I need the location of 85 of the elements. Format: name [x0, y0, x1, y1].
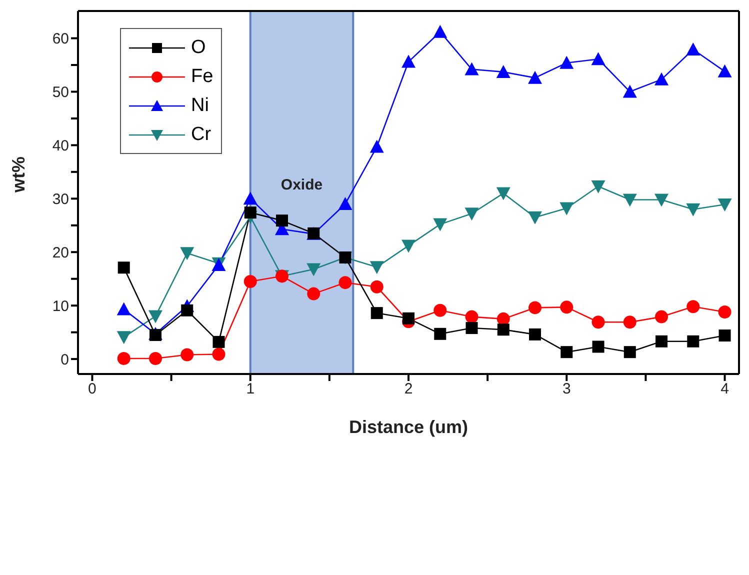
x-tick-label: 1: [246, 380, 255, 398]
point: [402, 240, 416, 253]
point: [560, 202, 574, 216]
point: [181, 304, 194, 316]
y-axis-title: wt%: [8, 156, 28, 194]
y-tick-label: 40: [52, 138, 69, 155]
point: [307, 287, 320, 300]
point: [655, 310, 668, 324]
y-tick-label: 0: [60, 351, 69, 368]
point: [338, 196, 352, 210]
x-tick-label: 4: [720, 380, 729, 398]
point: [624, 346, 636, 358]
point: [464, 62, 479, 76]
point: [718, 198, 732, 212]
point: [718, 330, 731, 342]
legend-label: Ni: [191, 94, 209, 116]
point: [434, 328, 446, 340]
point: [212, 336, 225, 348]
point: [497, 324, 510, 336]
point: [402, 54, 416, 68]
point: [560, 346, 573, 358]
x-tick-label: 0: [88, 380, 96, 398]
y-tick-label: 60: [52, 30, 69, 48]
point: [433, 24, 448, 38]
point: [465, 310, 478, 324]
point: [656, 335, 668, 348]
point: [654, 194, 669, 207]
point: [116, 331, 131, 344]
y-tick-label: 20: [52, 244, 69, 262]
point: [306, 263, 321, 276]
point: [528, 301, 542, 314]
point: [654, 72, 669, 86]
band-label: Oxide: [280, 176, 323, 194]
y-tick-label: 30: [52, 190, 69, 208]
point: [687, 335, 700, 348]
point: [370, 140, 384, 153]
point: [622, 194, 637, 207]
point: [118, 262, 130, 274]
point: [718, 64, 732, 78]
point: [464, 208, 479, 221]
point: [244, 275, 257, 288]
point: [338, 276, 352, 290]
point: [148, 352, 162, 365]
x-tick-label: 3: [562, 380, 571, 398]
point: [370, 261, 384, 274]
point: [433, 218, 448, 232]
point: [370, 280, 384, 294]
legend-label: Cr: [191, 124, 212, 146]
point: [529, 328, 542, 340]
point: [560, 56, 574, 69]
y-tick-label: 10: [52, 298, 69, 315]
point: [591, 180, 606, 194]
x-axis-title: Distance (um): [348, 417, 468, 437]
point: [496, 187, 510, 200]
point: [686, 203, 700, 216]
legend-label: Fe: [191, 66, 214, 88]
point: [466, 322, 478, 334]
point: [180, 348, 194, 362]
point: [623, 316, 636, 329]
point: [180, 247, 194, 260]
legend-label: O: [191, 36, 206, 58]
point: [686, 42, 700, 56]
point: [402, 312, 414, 324]
point: [528, 211, 542, 224]
y-tick-label: 50: [52, 84, 69, 102]
point: [370, 307, 383, 320]
x-tick-label: 2: [404, 380, 413, 398]
point: [560, 300, 574, 314]
point: [622, 84, 637, 98]
point: [212, 348, 226, 361]
point: [592, 316, 605, 329]
point: [591, 52, 606, 66]
point: [496, 64, 510, 78]
point: [528, 70, 542, 84]
point: [244, 206, 256, 219]
point: [243, 192, 258, 205]
point: [718, 305, 732, 318]
point: [117, 352, 130, 365]
point: [686, 300, 700, 314]
point: [148, 310, 162, 324]
point: [496, 312, 510, 326]
point: [276, 214, 288, 227]
point: [116, 302, 131, 316]
point: [592, 340, 604, 353]
point: [434, 304, 447, 317]
